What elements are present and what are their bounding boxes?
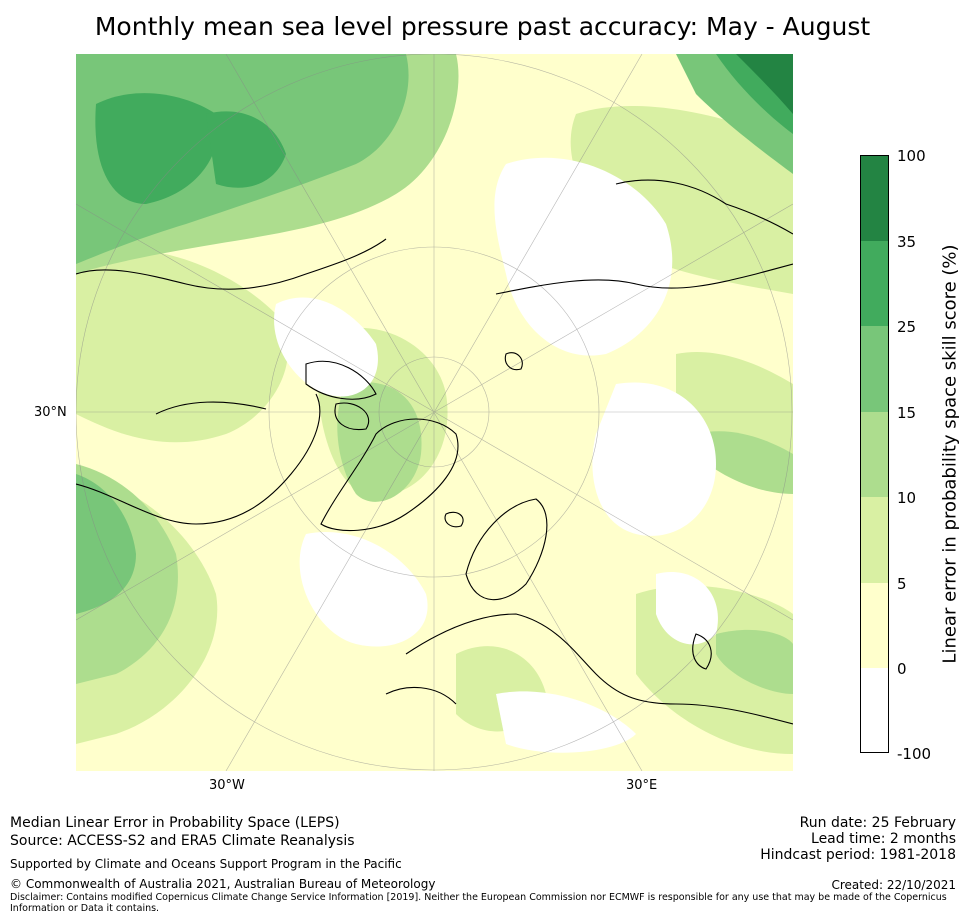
skill-zone-25-35: [95, 54, 793, 204]
colorbar-tick-0: 0: [897, 660, 907, 678]
colorbar-tick-10: 10: [897, 489, 917, 507]
footer-created: Created: 22/10/2021: [831, 878, 956, 892]
colorbar-bin-neg100-0: [860, 668, 889, 753]
footer-copyright: © Commonwealth of Australia 2021, Austra…: [10, 877, 436, 891]
colorbar-tick-neg100: -100: [897, 745, 932, 763]
footer-run-date: Run date: 25 February: [799, 815, 956, 831]
skill-zone-negative: [274, 157, 718, 753]
colorbar: [860, 155, 889, 753]
colorbar-bin-35-100: [860, 155, 889, 241]
coastlines: [76, 179, 793, 725]
polar-map-svg: [76, 54, 793, 771]
lon-label-30w: 30°W: [209, 778, 245, 793]
colorbar-bin-10-15: [860, 412, 889, 497]
colorbar-frame: [860, 155, 889, 753]
colorbar-tick-35: 35: [897, 233, 917, 251]
colorbar-tick-25: 25: [897, 318, 917, 336]
footer-lead-time: Lead time: 2 months: [811, 831, 956, 847]
skill-zone-35-100: [736, 54, 793, 114]
footer-disclaimer-2: Information or Data it contains.: [10, 903, 160, 914]
footer-method: Median Linear Error in Probability Space…: [10, 815, 340, 831]
footer-hindcast: Hindcast period: 1981-2018: [760, 847, 956, 863]
graticule: [76, 54, 793, 771]
footer-disclaimer-1: Disclaimer: Contains modified Copernicus…: [10, 892, 947, 903]
footer-source: Source: ACCESS-S2 and ERA5 Climate Reana…: [10, 833, 355, 849]
colorbar-bin-25-35: [860, 241, 889, 326]
colorbar-tick-15: 15: [897, 404, 917, 422]
colorbar-tick-100: 100: [897, 147, 926, 165]
colorbar-title: Linear error in probability space skill …: [939, 244, 961, 664]
lat-label-30n: 30°N: [34, 405, 67, 420]
map-panel[interactable]: [76, 54, 793, 771]
colorbar-tick-5: 5: [897, 575, 907, 593]
chart-title: Monthly mean sea level pressure past acc…: [94, 12, 871, 41]
colorbar-bin-0-5: [860, 583, 889, 668]
colorbar-bin-5-10: [860, 497, 889, 583]
colorbar-bin-15-25: [860, 326, 889, 412]
footer-support: Supported by Climate and Oceans Support …: [10, 857, 402, 871]
lon-label-30e: 30°E: [626, 778, 658, 793]
